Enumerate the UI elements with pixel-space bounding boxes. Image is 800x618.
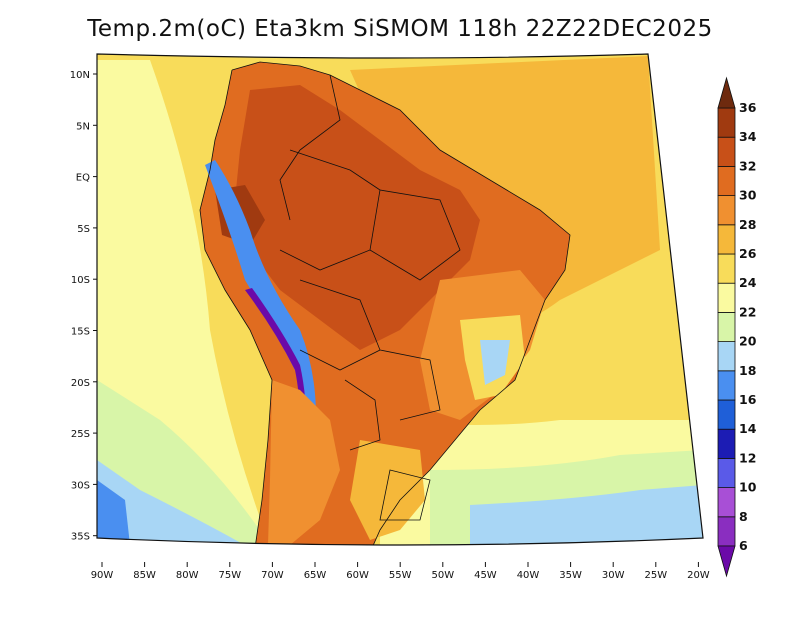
colorbar-segment (717, 107, 736, 138)
colorbar-label: 28 (739, 217, 756, 232)
colorbar-label: 8 (739, 509, 748, 524)
lat-tick-label: 10N (70, 70, 90, 81)
colorbar-segment (717, 165, 736, 196)
colorbar-label: 36 (739, 100, 757, 115)
hot-core-amazon (235, 85, 480, 350)
lon-tick-label: 75W (218, 570, 241, 581)
colorbar-segment (717, 253, 736, 284)
lon-tick-label: 90W (91, 570, 114, 581)
lon-tick-label: 30W (602, 570, 625, 581)
colorbar-label: 18 (739, 363, 756, 378)
colorbar-segment (717, 516, 736, 547)
atlantic-cold-region (470, 485, 703, 545)
map-title: Temp.2m(oC) Eta3km SiSMOM 118h 22Z22DEC2… (87, 16, 713, 42)
colorbar-segment (717, 282, 736, 313)
latitude-axis: 10N 5N EQ 5S 10S 15S 20S 25S 30S 35S (70, 70, 97, 543)
argentina-warm (268, 380, 340, 545)
colorbar-max-triangle (717, 76, 736, 109)
lon-tick-label: 40W (517, 570, 540, 581)
lat-tick-label: 20S (71, 378, 90, 389)
map-frame (96, 53, 704, 546)
colorbar-label: 24 (739, 275, 757, 290)
colorbar-label: 26 (739, 246, 757, 261)
colorbar-label: 30 (739, 188, 757, 203)
colorbar-segment (717, 399, 736, 430)
colorbar-segment (717, 311, 736, 342)
lon-tick-label: 50W (431, 570, 454, 581)
colorbar-segment (717, 341, 736, 372)
colorbar-label: 16 (739, 392, 757, 407)
lon-tick-label: 55W (389, 570, 412, 581)
lon-tick-label: 25W (644, 570, 667, 581)
colorbar-label: 10 (739, 480, 757, 495)
south-brazil-warm (350, 440, 425, 540)
colorbar-label: 22 (739, 304, 756, 319)
lon-tick-label: 45W (474, 570, 497, 581)
colorbar: 6 8 10 12 14 16 18 20 22 24 26 28 30 32 34 36 (717, 76, 757, 578)
colorbar-segment (717, 370, 736, 401)
colorbar-label: 14 (739, 421, 757, 436)
lat-tick-label: 35S (71, 532, 90, 543)
lon-tick-label: 80W (176, 570, 199, 581)
lon-tick-label: 85W (133, 570, 156, 581)
lon-tick-label: 70W (261, 570, 284, 581)
colorbar-label: 20 (739, 334, 757, 349)
lon-tick-label: 65W (304, 570, 327, 581)
pacific-coldest-region (97, 480, 130, 545)
colorbar-segment (717, 224, 736, 255)
colorbar-label: 6 (739, 538, 748, 553)
lon-tick-label: 60W (346, 570, 369, 581)
lat-tick-label: 25S (71, 429, 90, 440)
colorbar-label: 32 (739, 158, 756, 173)
lat-tick-label: 5N (76, 121, 90, 132)
colorbar-segment (717, 428, 736, 459)
lat-tick-label: 5S (77, 224, 90, 235)
temperature-field (97, 54, 703, 545)
lon-tick-label: 35W (559, 570, 582, 581)
pacific-cold-region (97, 460, 250, 545)
lon-tick-label: 20W (687, 570, 710, 581)
colorbar-segment (717, 195, 736, 226)
lat-tick-label: 15S (71, 327, 90, 338)
colorbar-label: 12 (739, 450, 756, 465)
lat-tick-label: 30S (71, 480, 90, 491)
colorbar-segment (717, 457, 736, 488)
colorbar-min-triangle (717, 545, 736, 578)
lat-tick-label: 10S (71, 275, 90, 286)
minas-cool (480, 340, 510, 385)
longitude-axis: 90W 85W 80W 75W 70W 65W 60W 55W 50W 45W 40W 35W 30W 2… (91, 562, 710, 581)
colorbar-label: 34 (739, 129, 757, 144)
colorbar-segment (717, 487, 736, 518)
country-borders (199, 61, 571, 545)
colorbar-segment (717, 136, 736, 167)
lat-tick-label: EQ (76, 173, 90, 184)
